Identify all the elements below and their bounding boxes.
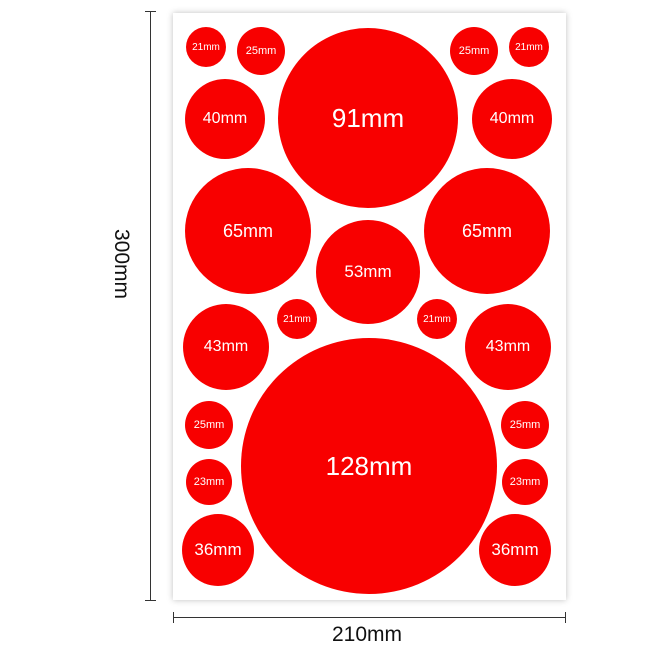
sticker-size-label: 36mm xyxy=(194,540,242,559)
circle-sticker: 65mm xyxy=(424,168,550,294)
sticker-size-label: 23mm xyxy=(509,476,541,488)
circle-sticker: 25mm xyxy=(185,401,233,449)
sticker-size-label: 21mm xyxy=(192,41,220,53)
circle-sticker: 65mm xyxy=(185,168,311,294)
sticker-size-label: 21mm xyxy=(283,313,311,325)
height-dimension-tick-bottom xyxy=(145,600,156,601)
sticker-size-label: 25mm xyxy=(458,45,490,57)
circle-sticker: 36mm xyxy=(479,514,551,586)
circle-sticker: 128mm xyxy=(241,338,497,594)
circle-sticker: 40mm xyxy=(185,79,265,159)
circle-sticker: 23mm xyxy=(502,459,548,505)
sticker-size-label: 25mm xyxy=(193,419,225,431)
height-dimension-line xyxy=(150,11,151,601)
circle-sticker: 21mm xyxy=(509,27,549,67)
circle-sticker: 25mm xyxy=(501,401,549,449)
circle-sticker: 43mm xyxy=(183,304,269,390)
circle-sticker: 53mm xyxy=(316,220,420,324)
height-dimension-tick-top xyxy=(145,11,156,12)
height-dimension-label: 300mm xyxy=(110,228,134,300)
width-dimension-tick-left xyxy=(173,612,174,623)
sticker-size-label: 128mm xyxy=(325,450,413,481)
sticker-size-label: 25mm xyxy=(245,45,277,57)
circle-sticker: 91mm xyxy=(278,28,458,208)
circle-sticker: 25mm xyxy=(450,27,498,75)
circle-sticker: 40mm xyxy=(472,79,552,159)
circle-sticker: 25mm xyxy=(237,27,285,75)
sticker-size-label: 91mm xyxy=(331,102,405,133)
width-dimension-line xyxy=(173,617,566,618)
sticker-size-label: 25mm xyxy=(509,419,541,431)
sticker-size-label: 53mm xyxy=(344,262,392,281)
circle-sticker: 21mm xyxy=(277,299,317,339)
circle-sticker: 21mm xyxy=(417,299,457,339)
sticker-size-label: 43mm xyxy=(485,338,531,355)
sticker-size-label: 65mm xyxy=(222,220,273,241)
circle-sticker: 23mm xyxy=(186,459,232,505)
sticker-size-label: 36mm xyxy=(491,540,539,559)
circle-sticker: 43mm xyxy=(465,304,551,390)
sticker-size-label: 21mm xyxy=(423,313,451,325)
sticker-size-label: 40mm xyxy=(489,110,535,127)
width-dimension-tick-right xyxy=(565,612,566,623)
circle-sticker: 36mm xyxy=(182,514,254,586)
sticker-size-label: 40mm xyxy=(202,110,248,127)
sticker-size-label: 43mm xyxy=(203,338,249,355)
sticker-size-label: 65mm xyxy=(461,220,512,241)
circle-sticker: 21mm xyxy=(186,27,226,67)
sticker-size-label: 21mm xyxy=(515,41,543,53)
width-dimension-label: 210mm xyxy=(332,623,403,646)
sticker-size-label: 23mm xyxy=(193,476,225,488)
